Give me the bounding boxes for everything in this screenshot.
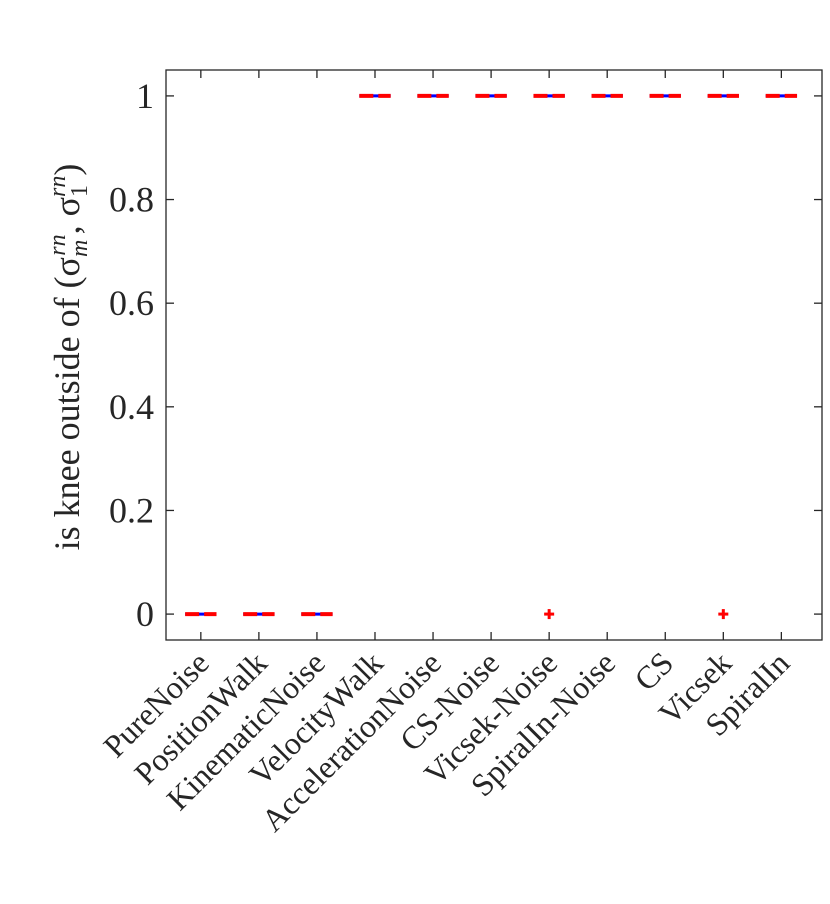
plot-marks <box>185 93 798 620</box>
y-tick-label: 0 <box>136 594 154 634</box>
y-tick-label: 0.2 <box>109 490 154 530</box>
x-axis-ticks: PureNoisePositionWalkKinematicNoiseVeloc… <box>96 70 796 838</box>
y-axis-label-prefix: is knee outside of (σ <box>47 257 87 550</box>
y-axis-label-sub-1: 1 <box>67 185 93 197</box>
y-axis-ticks: 0 0.2 0.4 0.6 0.8 1 <box>109 76 822 634</box>
y-axis-label-sup-2: rn <box>45 176 71 197</box>
outlier-marker <box>544 609 555 620</box>
outlier-marker <box>718 609 729 620</box>
axes-box <box>165 69 823 641</box>
svg-text:is knee outside of (σmrn, σ1rn: is knee outside of (σmrn, σ1rn) <box>45 164 93 551</box>
y-tick-label: 1 <box>136 76 154 116</box>
y-tick-label: 0.8 <box>109 180 154 220</box>
y-axis-label-comma: , σ <box>47 197 87 234</box>
y-axis-label-sub-m: m <box>67 240 93 257</box>
axes-frame <box>165 69 823 641</box>
y-axis-label-suffix: ) <box>47 164 87 176</box>
y-tick-label: 0.6 <box>109 283 154 323</box>
y-axis-label-sup-1: rn <box>45 234 71 255</box>
y-tick-label: 0.4 <box>109 387 154 427</box>
y-axis-label: is knee outside of (σmrn, σ1rn) <box>45 164 93 551</box>
